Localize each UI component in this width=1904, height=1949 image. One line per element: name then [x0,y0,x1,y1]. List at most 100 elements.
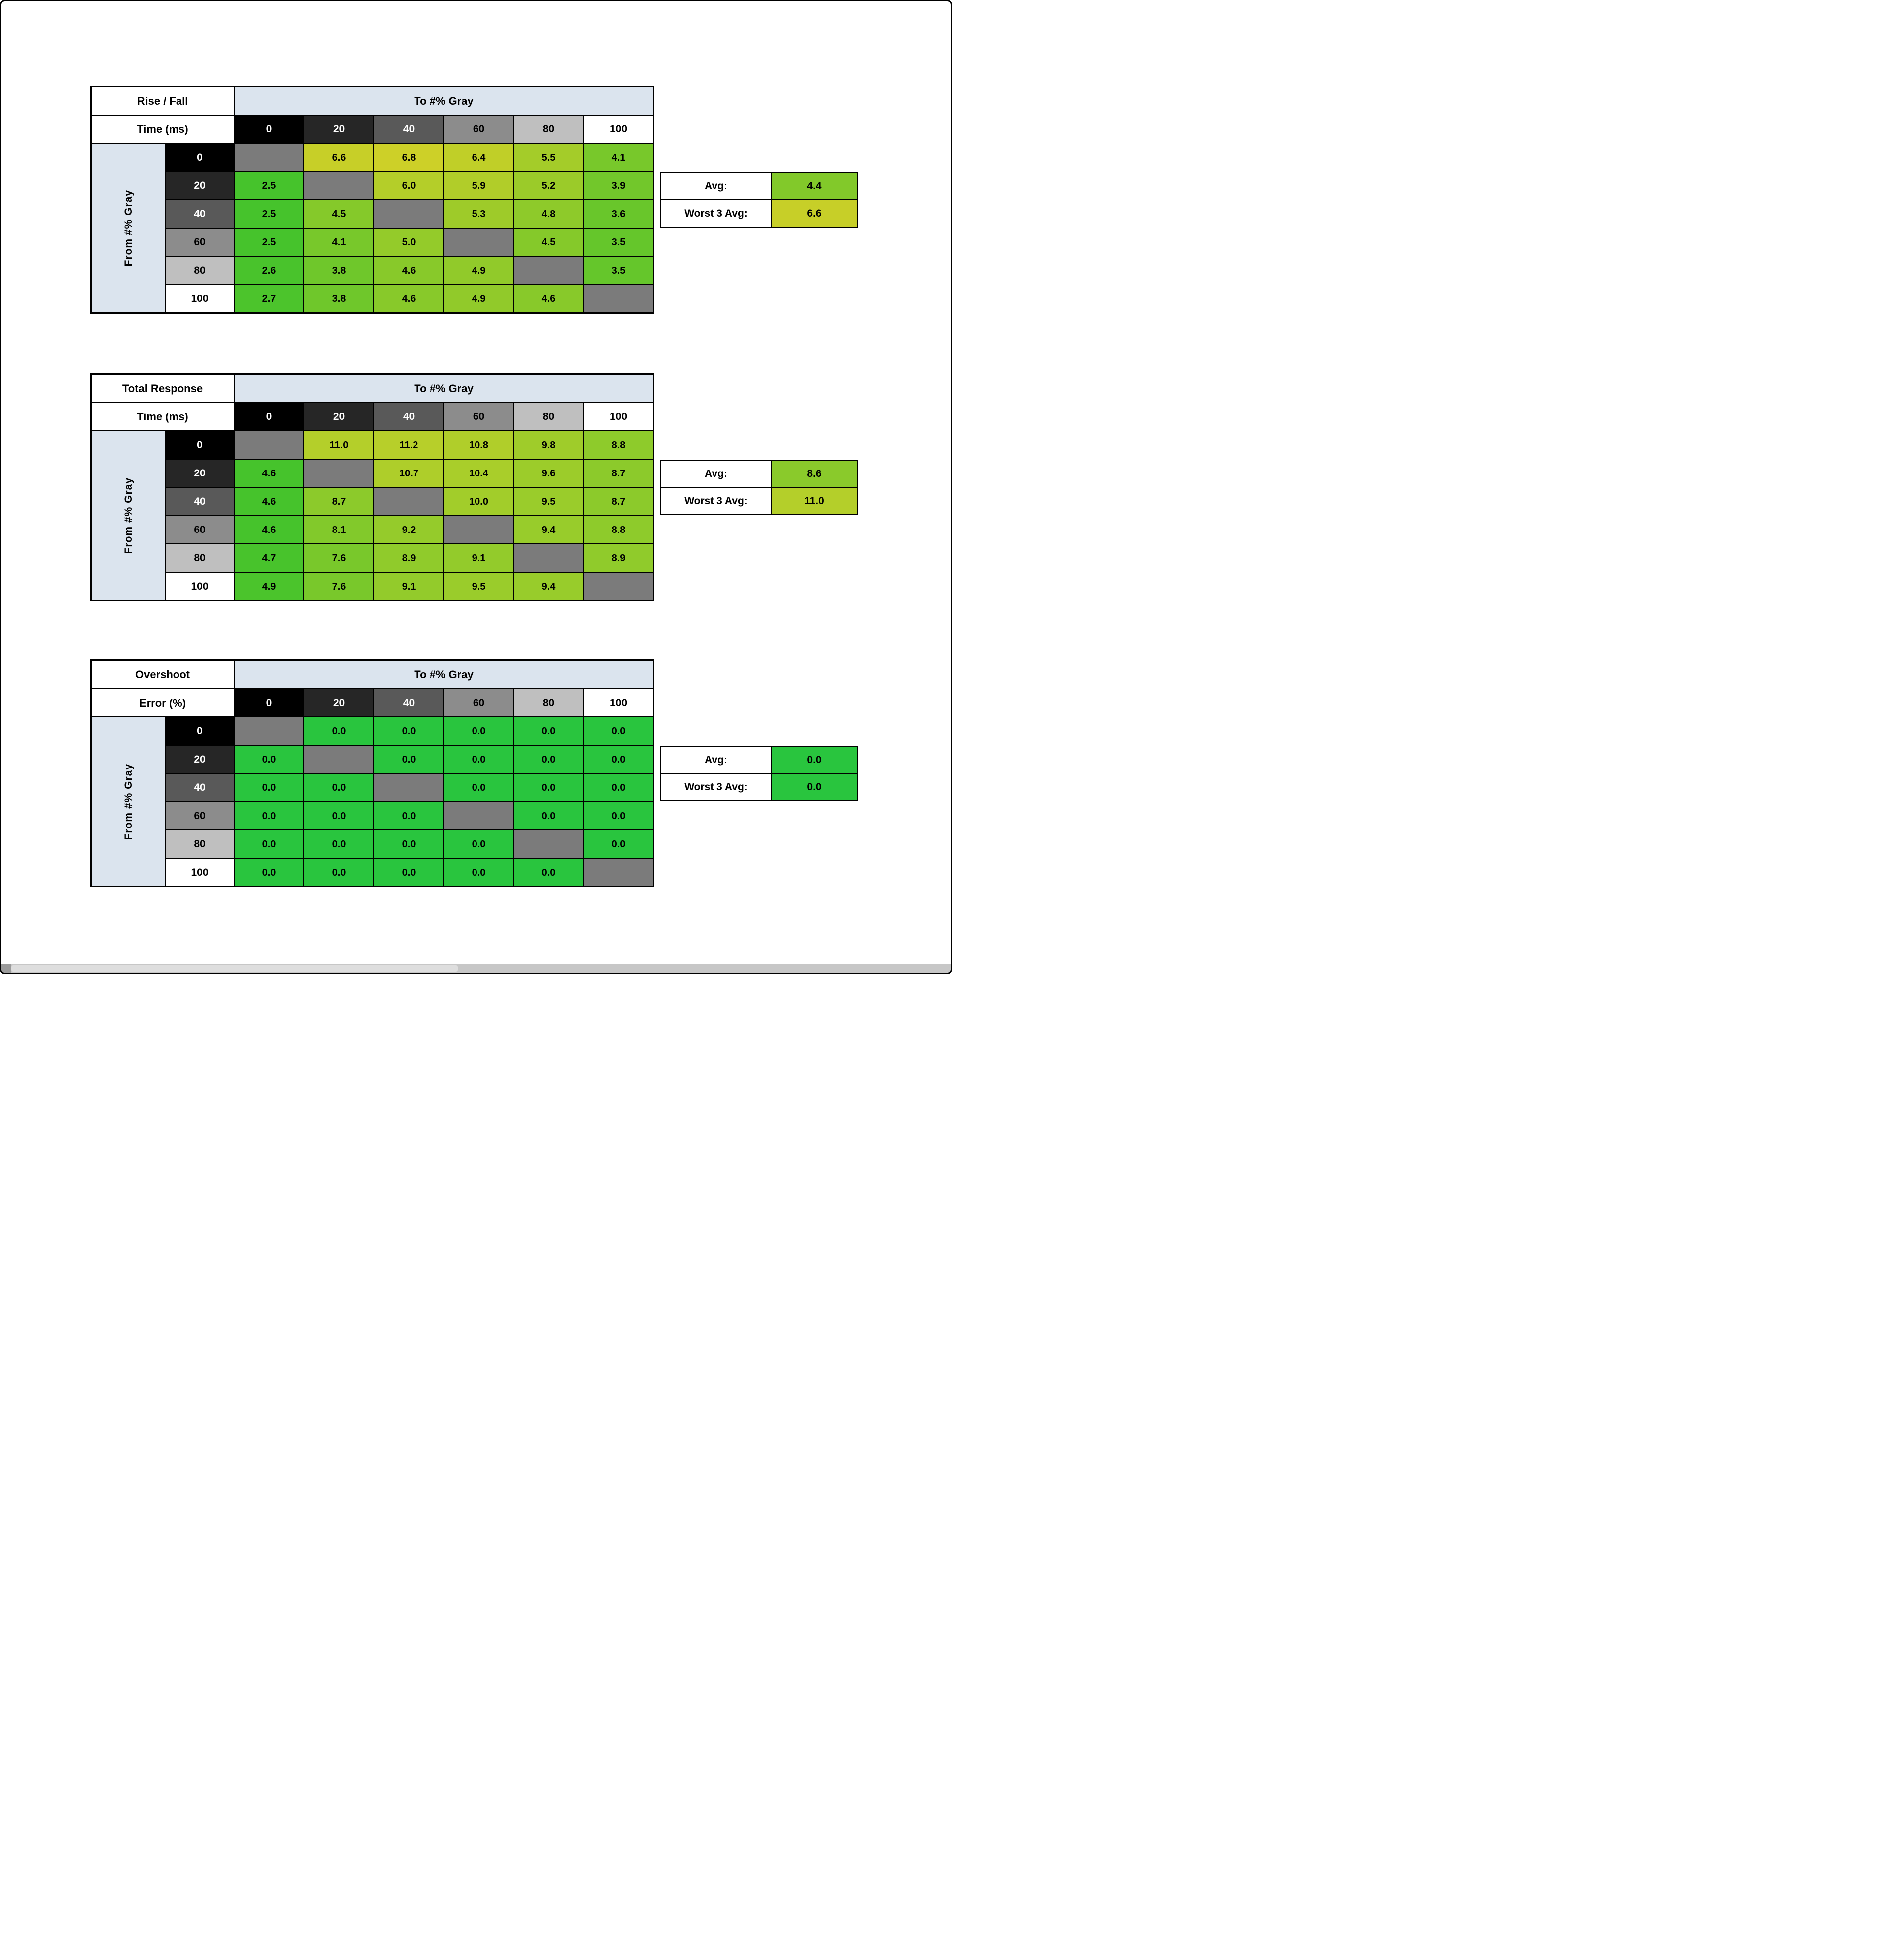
cell-from60-to80: 9.4 [514,516,583,543]
cell-from60-to0: 4.6 [235,516,303,543]
cell-from100-to80: 9.4 [514,573,583,600]
row-header-80: 80 [166,257,234,284]
col-axis-label: To #% Gray [235,661,653,688]
worst3-avg-label: Worst 3 Avg: [660,487,772,515]
row-header-40: 40 [166,488,234,515]
row-header-60: 60 [166,516,234,543]
col-header-40: 40 [374,689,443,716]
avg-label: Avg: [660,172,772,200]
col-header-20: 20 [304,403,373,430]
worst3-avg-value: 6.6 [771,199,858,228]
col-header-60: 60 [444,116,513,143]
col-axis-label: To #% Gray [235,87,653,115]
col-header-20: 20 [304,116,373,143]
col-header-40: 40 [374,116,443,143]
cell-from80-to100: 0.0 [584,830,653,858]
row-header-60: 60 [166,229,234,256]
avg-value: 4.4 [771,172,858,200]
cell-from60-to40: 0.0 [374,802,443,829]
diagonal-cell [374,200,443,228]
diagonal-cell [235,144,303,171]
cell-from60-to20: 0.0 [304,802,373,829]
cell-from20-to100: 0.0 [584,746,653,773]
cell-from20-to80: 0.0 [514,746,583,773]
row-header-80: 80 [166,544,234,572]
cell-from100-to60: 0.0 [444,859,513,886]
table-title-line2: Time (ms) [92,403,234,430]
cell-from20-to60: 5.9 [444,172,513,199]
cell-from20-to100: 3.9 [584,172,653,199]
col-header-80: 80 [514,689,583,716]
cell-from0-to40: 11.2 [374,431,443,459]
cell-from40-to80: 9.5 [514,488,583,515]
cell-from80-to0: 4.7 [235,544,303,572]
cell-from60-to100: 8.8 [584,516,653,543]
diagonal-cell [514,544,583,572]
col-header-20: 20 [304,689,373,716]
cell-from40-to80: 4.8 [514,200,583,228]
cell-from60-to20: 4.1 [304,229,373,256]
worst3-avg-label: Worst 3 Avg: [660,773,772,801]
horizontal-scrollbar[interactable] [1,964,951,973]
cell-from80-to0: 2.6 [235,257,303,284]
cell-from0-to60: 0.0 [444,717,513,745]
cell-from60-to40: 5.0 [374,229,443,256]
scrollbar-thumb[interactable] [11,965,458,972]
row-header-0: 0 [166,431,234,459]
table-title-line1: Total Response [92,375,234,402]
cell-from100-to40: 4.6 [374,285,443,312]
worst3-avg-row: Worst 3 Avg: 11.0 [660,487,869,515]
total-response-time-table: Total Response Time (ms) To #% Gray 0 20 40 60… [90,373,858,601]
row-axis-label: From #% Gray [92,717,165,886]
row-axis-label: From #% Gray [92,144,165,312]
cell-from0-to60: 6.4 [444,144,513,171]
cell-from80-to20: 7.6 [304,544,373,572]
cell-from20-to80: 9.6 [514,460,583,487]
cell-from100-to80: 0.0 [514,859,583,886]
diagonal-cell [514,257,583,284]
cell-from80-to60: 4.9 [444,257,513,284]
worst3-avg-label: Worst 3 Avg: [660,199,772,228]
row-header-100: 100 [166,859,234,886]
diagonal-cell [444,229,513,256]
diagonal-cell [374,774,443,801]
cell-from40-to100: 0.0 [584,774,653,801]
cell-from0-to60: 10.8 [444,431,513,459]
scrollbar-corner [1,964,11,973]
avg-value: 0.0 [771,746,858,774]
cell-from0-to80: 0.0 [514,717,583,745]
cell-from40-to0: 2.5 [235,200,303,228]
table-title-line1: Rise / Fall [92,87,234,115]
diagonal-cell [235,717,303,745]
cell-from40-to20: 0.0 [304,774,373,801]
row-axis-label-text: From #% Gray [122,763,134,840]
cell-from60-to100: 3.5 [584,229,653,256]
avg-row: Avg: 4.4 [660,172,869,200]
cell-from80-to40: 4.6 [374,257,443,284]
cell-from80-to40: 8.9 [374,544,443,572]
diagonal-cell [584,285,653,312]
worst3-avg-row: Worst 3 Avg: 0.0 [660,773,869,801]
diagonal-cell [235,431,303,459]
table-title-line2: Time (ms) [92,116,234,143]
cell-from20-to60: 0.0 [444,746,513,773]
cell-from0-to100: 8.8 [584,431,653,459]
cell-from60-to20: 8.1 [304,516,373,543]
avg-label: Avg: [660,460,772,488]
row-header-20: 20 [166,460,234,487]
cell-from40-to60: 0.0 [444,774,513,801]
cell-from60-to80: 0.0 [514,802,583,829]
table-title-line1: Overshoot [92,661,234,688]
diagonal-cell [584,859,653,886]
col-header-100: 100 [584,689,653,716]
col-header-60: 60 [444,689,513,716]
cell-from20-to100: 8.7 [584,460,653,487]
cell-from0-to20: 6.6 [304,144,373,171]
overshoot-error-table: Overshoot Error (%) To #% Gray 0 20 40 60 80 100… [90,659,858,887]
row-header-60: 60 [166,802,234,829]
cell-from0-to80: 9.8 [514,431,583,459]
cell-from40-to60: 10.0 [444,488,513,515]
cell-from100-to80: 4.6 [514,285,583,312]
diagonal-cell [374,488,443,515]
avg-value: 8.6 [771,460,858,488]
